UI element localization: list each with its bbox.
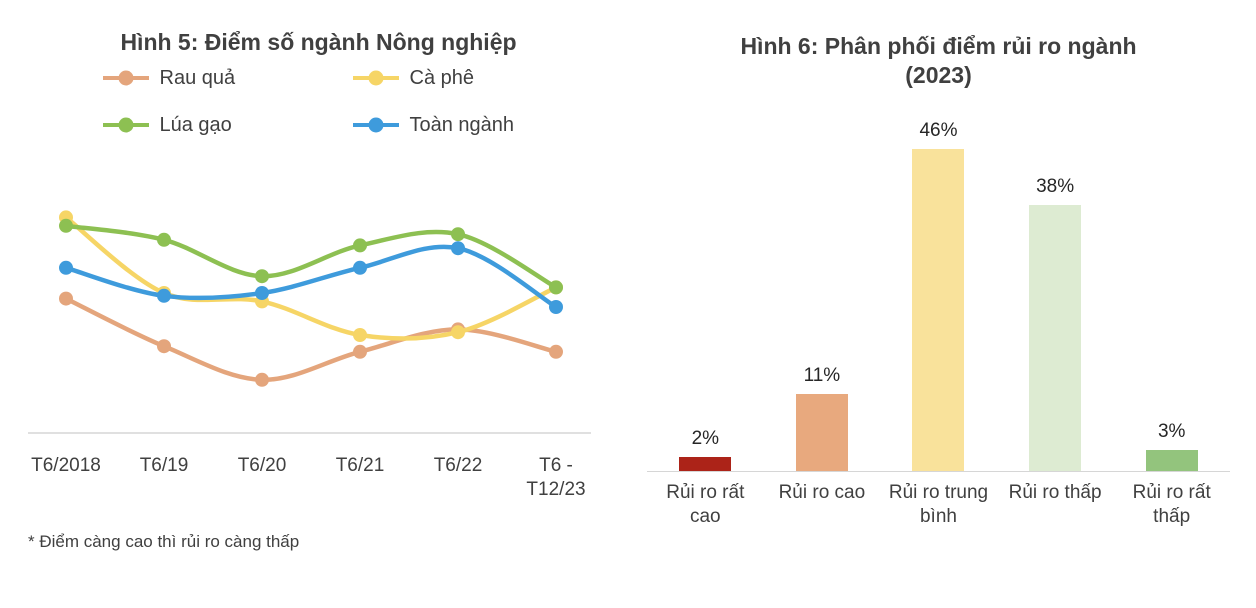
bar-value-label: 11% <box>803 364 841 386</box>
series-marker-0-5 <box>549 344 563 359</box>
x-tick-label: T6/2018 <box>31 454 101 476</box>
x-tick-label: T6/20 <box>237 454 287 476</box>
bar-rect <box>912 148 965 471</box>
line-chart-svg <box>28 210 591 434</box>
bar-category-label: Rủi ro cao <box>778 481 866 503</box>
legend-item-3: Toàn ngành <box>352 114 572 137</box>
x-tick-label: T6/19 <box>139 454 189 476</box>
series-marker-1-4 <box>451 324 465 339</box>
bar-group-0: 2% <box>647 428 764 471</box>
legend-label: Rau quả <box>159 66 236 89</box>
legend-label: Toàn ngành <box>409 113 515 136</box>
series-marker-2-2 <box>255 268 269 283</box>
bar-rect <box>1029 204 1082 471</box>
legend-item-1: Cà phê <box>352 67 572 90</box>
series-marker-1-3 <box>353 327 367 342</box>
series-marker-2-4 <box>451 226 465 241</box>
bar-group-1: 11% <box>764 365 881 471</box>
series-marker-0-3 <box>353 344 367 359</box>
series-line-1 <box>63 214 559 341</box>
series-line-3 <box>63 244 559 309</box>
bar-value-label: 38% <box>1036 175 1075 197</box>
footnote: * Điểm càng cao thì rủi ro càng thấp <box>28 531 300 551</box>
legend-marker-icon <box>352 117 399 133</box>
legend-marker-icon <box>102 70 149 86</box>
figure-6-bar-chart: Hình 6: Phân phối điểm rủi ro ngành (202… <box>647 14 1230 594</box>
series-marker-3-4 <box>451 240 465 255</box>
series-marker-0-1 <box>157 338 171 353</box>
x-tick-label: T6 - T12/23 <box>526 454 586 500</box>
legend-label: Cà phê <box>409 66 475 89</box>
legend-label: Lúa gạo <box>159 113 232 136</box>
series-marker-0-2 <box>255 372 269 387</box>
bar-category-label: Rủi ro rất cao <box>666 481 745 528</box>
series-marker-0-0 <box>59 291 73 306</box>
bar-group-2: 46% <box>880 120 997 471</box>
bar-rect <box>1145 449 1198 471</box>
legend-item-2: Lúa gạo <box>102 114 322 137</box>
series-marker-2-1 <box>157 232 171 247</box>
bar-rect <box>679 456 732 471</box>
bar-group-3: 38% <box>997 176 1114 471</box>
bar-value-label: 3% <box>1157 420 1186 442</box>
series-line-0 <box>63 296 559 382</box>
bar-category-label: Rủi ro thấp <box>1008 481 1102 503</box>
series-marker-3-2 <box>255 285 269 300</box>
series-marker-3-0 <box>59 260 73 275</box>
legend-marker-icon <box>352 70 399 86</box>
bar-category-label: Rủi ro rất thấp <box>1132 481 1211 528</box>
series-marker-3-5 <box>549 299 563 314</box>
figure-6-title: Hình 6: Phân phối điểm rủi ro ngành (202… <box>740 33 1137 88</box>
line-chart-area: T6/2018 T6/19 T6/20 T6/21 T6/22 T6 - T12/23 <box>26 143 611 506</box>
x-tick-label: T6/22 <box>433 454 483 476</box>
series-marker-2-3 <box>353 238 367 253</box>
series-marker-3-3 <box>353 260 367 275</box>
bar-value-label: 46% <box>919 119 958 141</box>
bar-rect <box>795 393 848 471</box>
line-chart-legend: Rau quả Cà phê Lúa gạo Toàn ngành <box>66 67 572 137</box>
x-axis-labels: T6/2018 T6/19 T6/20 T6/21 T6/22 T6 - T12/23 <box>26 450 611 506</box>
category-labels: Rủi ro rất cao Rủi ro cao Rủi ro trung bìn… <box>647 481 1230 530</box>
series-marker-2-5 <box>549 280 563 295</box>
bar-category-label: Rủi ro trung bình <box>888 481 989 528</box>
figure-5-line-chart: Hình 5: Điểm số ngành Nông nghiệp Rau qu… <box>26 14 611 594</box>
series-marker-2-0 <box>59 218 73 233</box>
figure-5-title: Hình 5: Điểm số ngành Nông nghiệp <box>120 29 517 55</box>
x-tick-label: T6/21 <box>335 454 385 476</box>
bar-value-label: 2% <box>691 427 720 449</box>
bar-group-4: 3% <box>1113 421 1230 471</box>
legend-item-0: Rau quả <box>102 67 322 90</box>
series-marker-3-1 <box>157 288 171 303</box>
legend-marker-icon <box>102 117 149 133</box>
bars-area: 2% 11% 46% 38% 3% <box>647 104 1230 472</box>
